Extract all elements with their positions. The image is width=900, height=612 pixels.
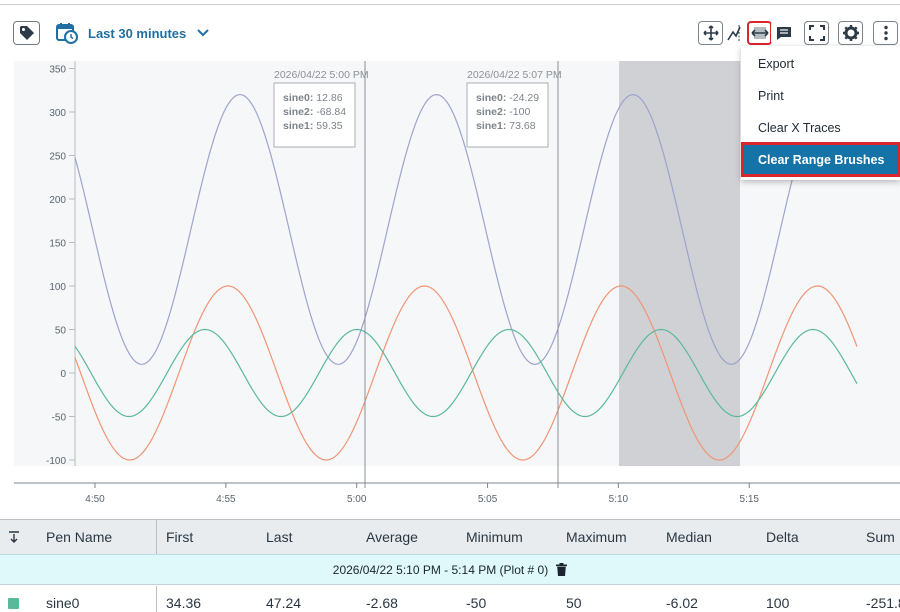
menu-item-clear-range-brushes[interactable]: Clear Range Brushes <box>741 142 900 177</box>
column-header-pen-name[interactable]: Pen Name <box>46 529 113 545</box>
x-tick-label: 5:10 <box>609 494 629 505</box>
settings-button[interactable] <box>838 21 863 45</box>
y-tick-label: 100 <box>49 282 66 293</box>
column-divider <box>156 520 157 555</box>
column-header-average[interactable]: Average <box>366 529 418 545</box>
menu-item-print[interactable]: Print <box>758 89 784 103</box>
y-tick-label: 300 <box>49 108 66 119</box>
column-header-delta[interactable]: Delta <box>766 529 799 545</box>
gear-icon <box>842 25 859 41</box>
sort-column-icon[interactable] <box>8 531 20 543</box>
y-tick-label: -50 <box>52 413 67 424</box>
range-label: 2026/04/22 5:10 PM - 5:14 PM (Plot # 0) <box>332 562 549 577</box>
x-tick-label: 4:55 <box>216 494 236 505</box>
pan-icon <box>702 25 719 41</box>
y-tick-label: 200 <box>49 195 66 206</box>
more-vertical-icon <box>883 25 888 41</box>
tag-button[interactable] <box>13 21 40 45</box>
pen-color-swatch <box>8 598 19 609</box>
x-trace-value: sine0: -24.29 <box>476 92 539 104</box>
x-tick-label: 4:50 <box>85 494 105 505</box>
table-row[interactable]: sine0 34.36 47.24 -2.68 -50 50 -6.02 100… <box>0 586 900 612</box>
cell-maximum: 50 <box>566 595 582 611</box>
range-brush-button[interactable] <box>747 21 772 45</box>
column-divider <box>156 586 157 612</box>
y-tick-label: 250 <box>49 152 66 163</box>
column-header-sum[interactable]: Sum <box>866 529 895 545</box>
time-range-label: Last 30 minutes <box>88 25 187 41</box>
tag-icon <box>19 26 34 40</box>
trash-icon[interactable] <box>556 563 568 576</box>
column-header-median[interactable]: Median <box>666 529 712 545</box>
x-trace-value: sine0: 12.86 <box>283 92 343 104</box>
column-header-minimum[interactable]: Minimum <box>466 529 523 545</box>
x-trace-icon <box>726 25 741 41</box>
annotation-button[interactable] <box>771 21 796 45</box>
x-trace-timestamp: 2026/04/22 5:00 PM <box>274 69 369 81</box>
x-tick-label: 5:05 <box>478 494 498 505</box>
cell-average: -2.68 <box>366 595 398 611</box>
x-trace-tooltip <box>466 82 549 148</box>
cell-delta: 100 <box>766 595 790 611</box>
options-menu: Export Print Clear X Traces Clear Range … <box>741 46 900 180</box>
y-tick-label: 50 <box>55 326 67 337</box>
column-header-last[interactable]: Last <box>266 529 293 545</box>
series-line-sine1 <box>74 285 858 461</box>
y-tick-label: 150 <box>49 239 66 250</box>
cell-sum: -251.8 <box>866 595 900 611</box>
cell-minimum: -50 <box>466 595 487 611</box>
cell-last: 47.24 <box>266 595 302 611</box>
chevron-down-icon <box>197 29 209 37</box>
x-trace-timestamp: 2026/04/22 5:07 PM <box>467 69 562 81</box>
column-header-maximum[interactable]: Maximum <box>566 529 627 545</box>
more-options-button[interactable] <box>873 21 898 45</box>
x-trace-value: sine1: 59.35 <box>283 120 343 132</box>
y-tick-label: -100 <box>46 456 66 467</box>
x-trace-value: sine1: 73.68 <box>476 120 536 132</box>
stats-table-header: Pen Name First Last Average Minimum Maxi… <box>0 519 900 555</box>
x-trace-value: sine2: -68.84 <box>283 106 346 118</box>
x-trace-tooltip <box>273 82 356 148</box>
range-brush <box>619 61 740 466</box>
menu-item-clear-x-traces[interactable]: Clear X Traces <box>758 121 841 135</box>
calendar-clock-icon <box>56 23 78 44</box>
top-border <box>0 4 900 5</box>
x-trace-button[interactable] <box>723 21 748 45</box>
fullscreen-icon <box>808 25 825 41</box>
menu-item-export[interactable]: Export <box>758 57 795 71</box>
column-header-first[interactable]: First <box>166 529 194 545</box>
y-tick-label: 0 <box>60 369 66 380</box>
series-line-sine0 <box>74 93 858 365</box>
y-tick-label: 350 <box>49 65 66 76</box>
cell-pen-name: sine0 <box>46 595 80 611</box>
x-tick-label: 5:00 <box>347 494 367 505</box>
x-tick-label: 5:15 <box>740 494 760 505</box>
chart-toolbar: Last 30 minutes <box>0 18 900 48</box>
annotation-icon <box>776 27 791 40</box>
cell-first: 34.36 <box>166 595 202 611</box>
cell-median: -6.02 <box>666 595 698 611</box>
series-line-sine2 <box>74 328 858 418</box>
range-brush-icon <box>750 27 769 39</box>
x-trace-value: sine2: -100 <box>476 106 530 118</box>
fullscreen-button[interactable] <box>804 21 829 45</box>
range-group-row: 2026/04/22 5:10 PM - 5:14 PM (Plot # 0) <box>0 554 900 585</box>
pan-button[interactable] <box>698 21 723 45</box>
time-range-selector[interactable]: Last 30 minutes <box>56 20 210 46</box>
